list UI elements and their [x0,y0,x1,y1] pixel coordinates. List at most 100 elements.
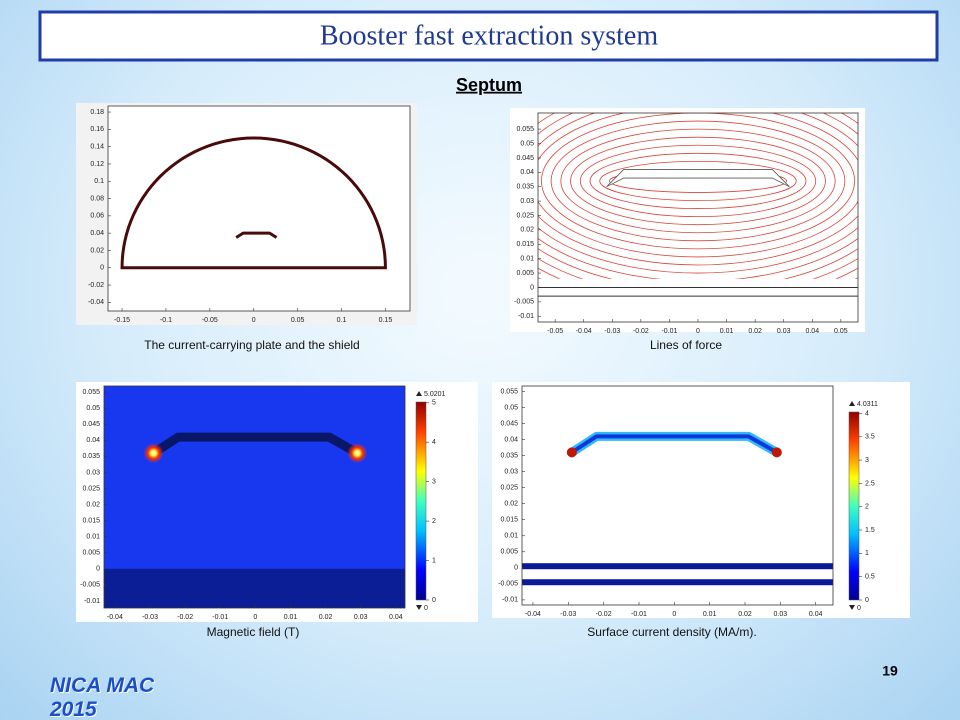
x-tick-label: 0.05 [291,317,305,324]
x-tick-label: 0.01 [720,328,734,335]
x-tick-label: -0.02 [596,611,612,618]
x-tick-label: 0.04 [389,614,403,621]
x-tick-label: -0.04 [576,328,592,335]
x-tick-label: 0 [696,328,700,335]
plot-frame [521,385,834,606]
footer: NICA MAC 2015 [50,674,155,720]
x-tick-label: 0.15 [379,317,393,324]
y-tick-label: 0.035 [500,452,518,459]
y-tick-label: 0.02 [90,247,104,254]
septum-bar [522,563,833,570]
colorbar-tick-label: 4 [432,439,436,446]
x-tick-label: -0.05 [202,317,218,324]
y-tick-label: 0 [530,284,534,291]
colorbar-tick-label: 4 [865,410,869,417]
colorbar-max: 5.0201 [424,391,446,398]
x-tick-label: 0.03 [777,328,791,335]
title: Booster fast extraction system [320,20,658,51]
x-tick-label: 0 [672,611,676,618]
y-tick-label: 0 [514,565,518,572]
x-tick-label: 0.03 [774,611,788,618]
caption: Lines of force [650,338,722,352]
y-tick-label: 0.01 [520,256,534,263]
force-line [538,113,858,258]
plate [151,432,360,458]
y-tick-label: 0.045 [82,421,100,428]
x-tick-label: -0.01 [631,611,647,618]
colorbar [848,411,860,601]
y-tick-label: 0 [96,566,100,573]
colorbar-tick-label: 2 [865,504,869,511]
x-tick-label: 0 [252,317,256,324]
y-tick-label: 0.03 [504,468,518,475]
hot-end [566,447,577,458]
force-line [599,160,797,201]
x-tick-label: 0.03 [354,614,368,621]
y-tick-label: 0.035 [516,184,534,191]
colorbar-tick-label: 3 [432,479,436,486]
force-line [570,136,826,226]
colorbar-tick-label: 1 [432,557,436,564]
colorbar-tick-label: 0.5 [865,574,875,581]
x-tick-label: -0.15 [114,317,130,324]
x-tick-label: -0.1 [160,317,172,324]
colorbar-tick-label: 1.5 [865,527,875,534]
x-tick-label: -0.04 [107,614,123,621]
x-tick-label: 0.01 [703,611,717,618]
colorbar [415,401,427,601]
y-tick-label: 0.14 [90,143,104,150]
max-marker [849,401,855,406]
x-tick-label: 0.04 [805,328,819,335]
force-line [589,152,807,209]
x-tick-label: -0.03 [142,614,158,621]
hot-spot [347,443,368,464]
y-tick-label: -0.01 [84,598,100,605]
x-tick-label: -0.05 [547,328,563,335]
x-tick-label: 0.02 [748,328,762,335]
y-tick-label: 0.05 [86,405,100,412]
plate [235,231,278,239]
colorbar-tick-label: 2.5 [865,480,875,487]
y-tick-label: 0.055 [516,126,534,133]
plot-area [538,113,858,322]
y-tick-label: 0.045 [500,420,518,427]
y-tick-label: 0.05 [520,140,534,147]
y-tick-label: 0.04 [90,230,104,237]
y-tick-label: 0.035 [82,453,100,460]
title-box [38,10,939,62]
colorbar-min: 0 [424,605,428,612]
plate-core [570,434,778,455]
caption: Magnetic field (T) [207,625,300,639]
y-tick-label: 0.03 [86,469,100,476]
y-tick-label: 0.04 [86,437,100,444]
x-tick-label: 0 [253,614,257,621]
septum-bar [522,579,833,586]
y-tick-label: 0.01 [86,534,100,541]
x-tick-label: 0.01 [284,614,298,621]
y-tick-label: 0.015 [82,517,100,524]
plate [606,169,790,188]
x-tick-label: -0.02 [177,614,193,621]
x-tick-label: -0.04 [525,611,541,618]
y-tick-label: -0.005 [498,581,518,588]
y-tick-label: 0.12 [90,161,104,168]
y-tick-label: -0.02 [88,282,104,289]
y-tick-label: -0.04 [88,299,104,306]
figure: -0.15 -0.1 -0.05 0 0.05 0.1 0.15 -0.04 -0.02 0 0.0… [76,103,417,325]
colorbar-tick-label: 1 [865,550,869,557]
hot-end [771,447,782,458]
y-tick-label: 0.015 [516,241,534,248]
y-tick-label: 0.055 [500,388,518,395]
y-tick-label: 0.04 [504,436,518,443]
force-line [550,120,846,242]
max-marker [416,391,422,396]
colorbar-max: 4.0311 [857,401,878,408]
plot-frame [103,385,406,609]
x-tick-label: 0.02 [738,611,752,618]
y-tick-label: 0.02 [504,501,518,508]
y-tick-label: 0.03 [520,198,534,205]
caption: The current-carrying plate and the shiel… [144,338,359,352]
y-tick-label: 0.025 [516,212,534,219]
y-tick-label: 0.055 [82,389,100,396]
